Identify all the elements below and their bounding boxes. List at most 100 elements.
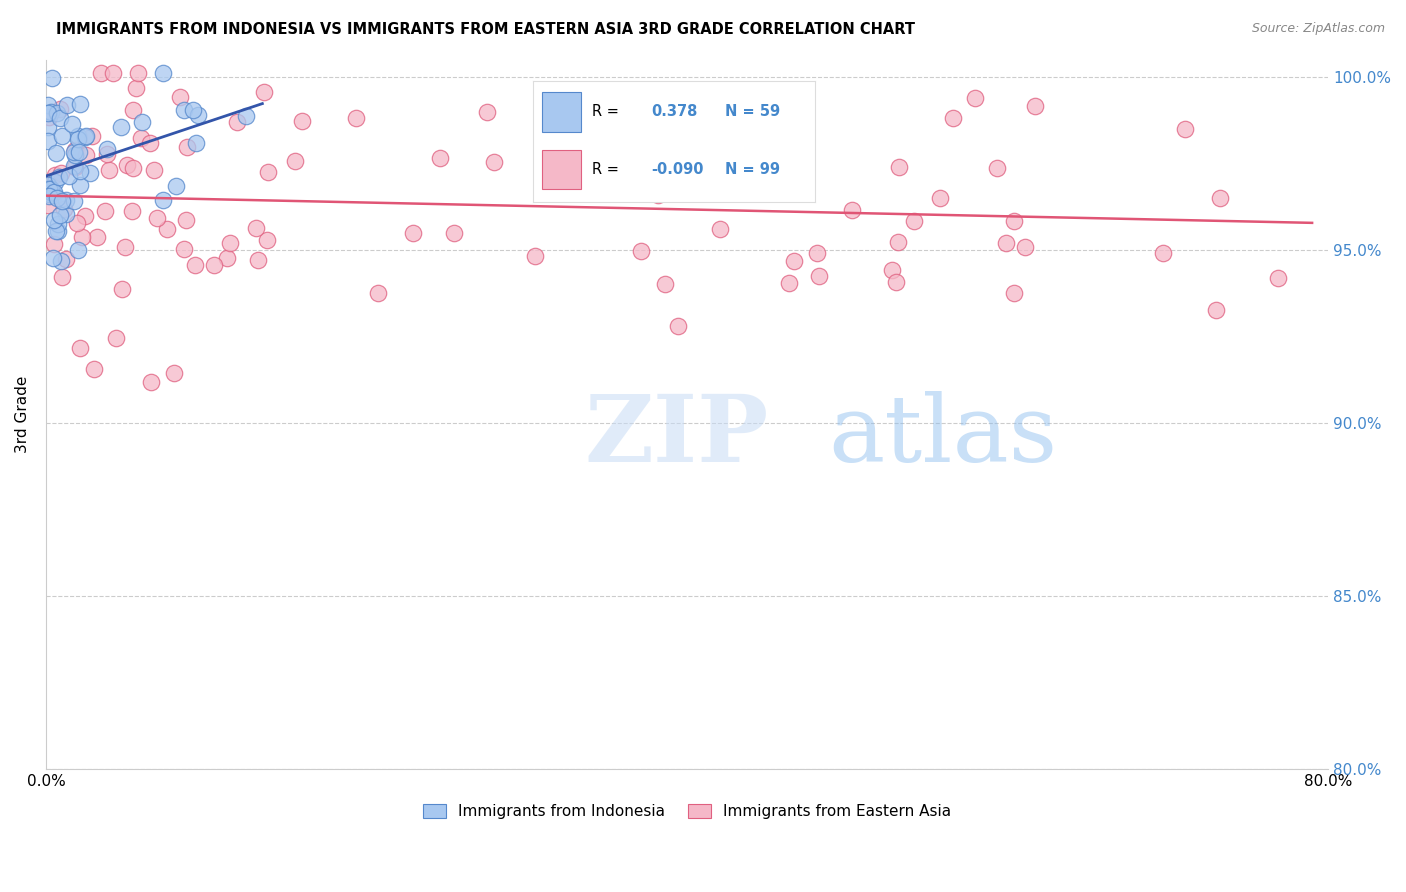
Point — [83, 362, 105, 376]
Point — [73, 209, 96, 223]
Point — [346, 112, 368, 126]
Point — [778, 276, 800, 290]
Point — [49, 254, 72, 268]
Point — [808, 269, 831, 284]
Point — [69, 341, 91, 355]
Point — [1024, 99, 1046, 113]
Point — [1002, 285, 1025, 300]
Text: IMMIGRANTS FROM INDONESIA VS IMMIGRANTS FROM EASTERN ASIA 3RD GRADE CORRELATION : IMMIGRANTS FROM INDONESIA VS IMMIGRANTS … — [56, 22, 915, 37]
Point — [41, 70, 63, 85]
Point — [184, 259, 207, 273]
Point — [51, 129, 73, 144]
Point — [367, 286, 389, 301]
Point — [884, 275, 907, 289]
Point — [44, 237, 66, 252]
Point — [139, 375, 162, 389]
Point — [143, 163, 166, 178]
Point — [1209, 191, 1232, 205]
Point — [217, 252, 239, 266]
Point — [782, 169, 804, 183]
Point — [173, 242, 195, 256]
Point — [880, 263, 903, 277]
Point — [235, 109, 257, 123]
Point — [63, 159, 86, 173]
Point — [245, 221, 267, 235]
Point — [37, 178, 59, 193]
Point — [219, 235, 242, 250]
Point — [666, 318, 689, 333]
Point — [1267, 271, 1289, 285]
Point — [202, 258, 225, 272]
Point — [67, 145, 90, 159]
Point — [38, 186, 60, 201]
Point — [115, 158, 138, 172]
Point — [44, 175, 66, 189]
Point — [55, 97, 77, 112]
Point — [121, 203, 143, 218]
Point — [176, 140, 198, 154]
Point — [475, 105, 498, 120]
Point — [1002, 214, 1025, 228]
Point — [110, 120, 132, 134]
Point — [524, 248, 547, 262]
Point — [654, 277, 676, 291]
Point — [45, 191, 67, 205]
Point — [39, 105, 62, 120]
Point — [45, 145, 67, 160]
Point — [79, 166, 101, 180]
Point — [73, 129, 96, 144]
Point — [284, 153, 307, 168]
Point — [121, 103, 143, 117]
Point — [70, 229, 93, 244]
Text: ZIP: ZIP — [585, 391, 769, 481]
Point — [51, 194, 73, 208]
Point — [45, 105, 67, 120]
Point — [66, 129, 89, 144]
Point — [66, 132, 89, 146]
Point — [169, 90, 191, 104]
Point — [45, 224, 67, 238]
Point — [124, 80, 146, 95]
Point — [42, 185, 65, 199]
Point — [152, 66, 174, 80]
Point — [48, 170, 70, 185]
Point — [63, 160, 86, 174]
Point — [225, 115, 247, 129]
Point — [543, 105, 565, 120]
Point — [52, 202, 75, 217]
Point — [75, 128, 97, 143]
Point — [80, 129, 103, 144]
Point — [55, 252, 77, 266]
Point — [402, 226, 425, 240]
Point — [37, 106, 59, 120]
Point — [613, 120, 636, 134]
Point — [630, 244, 652, 258]
Point — [145, 211, 167, 226]
Point — [138, 136, 160, 150]
Point — [58, 169, 80, 183]
Point — [69, 163, 91, 178]
Point — [184, 136, 207, 151]
Point — [55, 193, 77, 207]
Point — [256, 233, 278, 247]
Point — [783, 253, 806, 268]
Point — [49, 103, 72, 117]
Point — [173, 103, 195, 117]
Y-axis label: 3rd Grade: 3rd Grade — [15, 376, 30, 453]
Point — [38, 111, 60, 125]
Point — [647, 187, 669, 202]
Point — [42, 188, 65, 202]
Point — [96, 142, 118, 156]
Point — [929, 191, 952, 205]
Point — [152, 194, 174, 208]
Point — [538, 103, 561, 118]
Point — [46, 217, 69, 231]
Point — [253, 85, 276, 99]
Point — [114, 240, 136, 254]
Point — [86, 230, 108, 244]
Point — [1014, 239, 1036, 253]
Point — [60, 117, 83, 131]
Point — [567, 141, 589, 155]
Point — [75, 148, 97, 162]
Point — [129, 131, 152, 145]
